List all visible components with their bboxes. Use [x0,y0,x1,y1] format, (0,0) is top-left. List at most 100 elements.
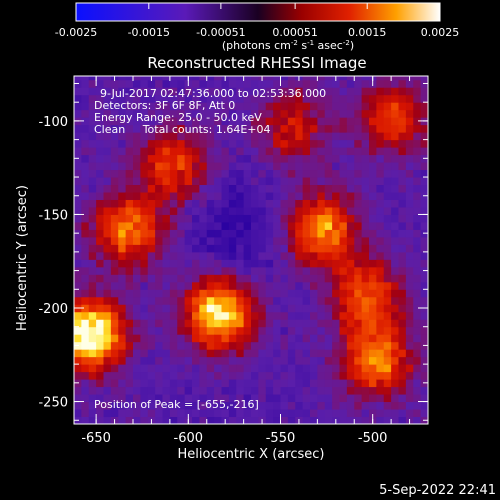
heatmap-cell [273,162,281,171]
heatmap-cell [177,304,186,313]
heatmap-cell [383,266,392,275]
heatmap-cell [376,296,385,305]
heatmap-cell [310,334,318,343]
heatmap-cell [214,76,222,81]
heatmap-cell [287,154,296,163]
heatmap-cell [376,229,385,238]
heatmap-cell [236,117,245,126]
heatmap-cell [346,364,355,373]
heatmap-cell [258,229,267,238]
heatmap-cell [125,274,134,283]
heatmap-cell [295,221,304,230]
heatmap-cell [214,334,222,343]
heatmap-cell [398,296,407,305]
heatmap-cell [391,221,399,230]
colorbar-tick-label: 0.00051 [272,26,318,39]
heatmap-cell [81,184,90,193]
heatmap-cell [177,147,186,156]
heatmap-cell [383,221,392,230]
heatmap-cell [317,76,326,81]
heatmap-cell [74,349,82,358]
heatmap-cell [177,259,186,268]
heatmap-cell [88,416,97,424]
heatmap-cell [155,169,163,178]
heatmap-cell [280,259,289,268]
heatmap-cell [324,379,333,388]
heatmap-cell [162,132,171,141]
heatmap-cell [317,214,326,223]
heatmap-cell [361,319,370,328]
heatmap-cell [332,326,340,335]
heatmap-cell [280,206,289,215]
heatmap-cell [103,229,112,238]
heatmap-cell [88,162,97,171]
heatmap-cell [74,409,82,418]
heatmap-cell [361,371,370,380]
x-axis-ticks: -650 -600 -550 -500 [81,76,411,446]
heatmap-cell [383,147,392,156]
heatmap-cell [265,311,274,320]
heatmap-cell [361,304,370,313]
heatmap-cell [287,349,296,358]
heatmap-cell [339,349,348,358]
heatmap-cell [346,214,355,223]
heatmap-cell [162,109,171,118]
heatmap-cell [228,379,237,388]
heatmap-cell [383,206,392,215]
heatmap-cell [214,379,222,388]
heatmap-cell [177,162,186,171]
heatmap-cell [273,326,281,335]
heatmap-cell [228,364,237,373]
heatmap-cell [317,416,326,424]
heatmap-cell [125,349,134,358]
heatmap-cell [280,281,289,290]
heatmap-cell [361,76,370,81]
heatmap-cell [354,117,363,126]
heatmap-cell [310,371,318,380]
heatmap-cell [273,364,281,373]
heatmap-cell [413,364,422,373]
heatmap-cell [133,124,141,133]
heatmap-cell [302,364,311,373]
heatmap-cell [324,251,333,260]
heatmap-cell [125,139,134,148]
heatmap-cell [310,364,318,373]
heatmap-cell [88,394,97,403]
heatmap-cell [413,184,422,193]
heatmap-cell [236,124,245,133]
heatmap-cell [391,124,399,133]
heatmap-cell [118,162,127,171]
heatmap-cell [88,251,97,260]
heatmap-cell [346,319,355,328]
heatmap-cell [280,94,289,103]
heatmap-cell [251,304,259,313]
heatmap-cell [192,139,200,148]
heatmap-cell [405,319,414,328]
heatmap-cell [206,364,215,373]
heatmap-cell [369,206,377,215]
heatmap-cell [214,147,222,156]
heatmap-cell [361,281,370,290]
heatmap-cell [258,132,267,141]
heatmap-cell [258,169,267,178]
heatmap-cell [199,274,208,283]
heatmap-cell [133,416,141,424]
heatmap-cell [133,169,141,178]
heatmap-cell [332,304,340,313]
heatmap-cell [413,289,422,298]
heatmap-cell [354,364,363,373]
heatmap-cell [376,334,385,343]
heatmap-cell [332,281,340,290]
heatmap-cell [302,244,311,253]
heatmap-cell [192,102,200,111]
heatmap-cell [110,214,119,223]
heatmap-cell [405,326,414,335]
heatmap-cell [273,259,281,268]
heatmap-cell [310,94,318,103]
heatmap-cell [324,206,333,215]
heatmap-cell [140,371,149,380]
heatmap-cell [103,244,112,253]
heatmap-cell [133,244,141,253]
heatmap-cell [317,364,326,373]
heatmap-cell [280,266,289,275]
